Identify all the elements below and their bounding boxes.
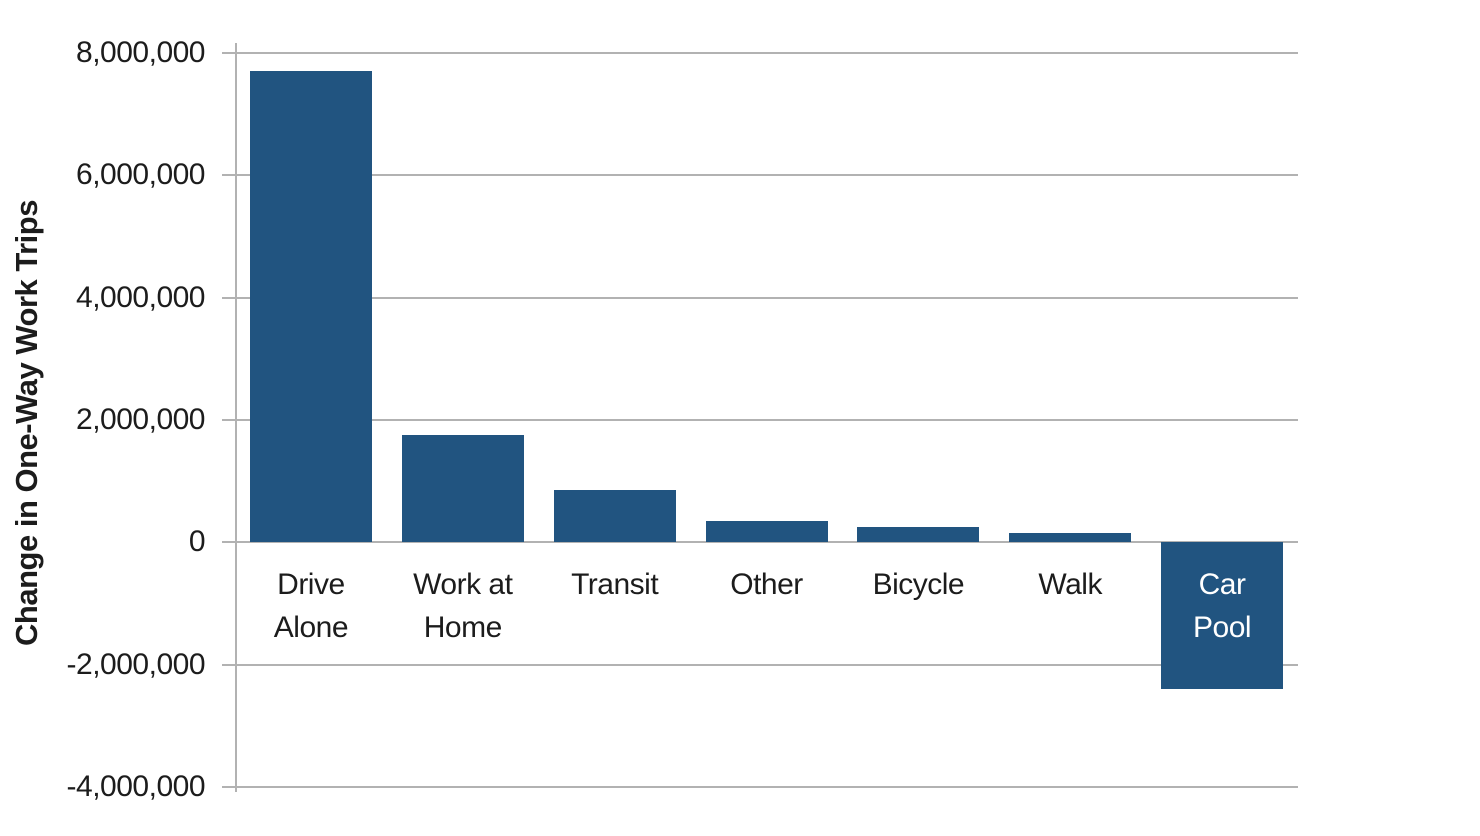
gridline: [235, 419, 1298, 421]
bar-other: [705, 520, 828, 543]
bar-work-at-home: [401, 435, 524, 543]
y-axis-tick: [222, 296, 235, 299]
x-category-label-transit: Transit: [571, 568, 659, 602]
gridline: [235, 663, 1298, 666]
gridline: [235, 174, 1298, 177]
y-tick-label: 6,000,000: [76, 158, 205, 192]
y-axis-title: Change in One-Way Work Trips: [9, 200, 44, 646]
x-category-label-car-pool: Car Pool: [1193, 568, 1252, 645]
bar-transit: [553, 490, 676, 543]
y-tick-label: -2,000,000: [66, 647, 206, 681]
y-tick-label: -4,000,000: [66, 770, 206, 803]
bar-walk: [1009, 533, 1132, 543]
x-category-label-other: Other: [730, 568, 803, 602]
x-category-label-work-at-home: Work at Home: [413, 568, 513, 645]
y-axis-tick: [222, 786, 235, 788]
bar-car-pool: [1161, 542, 1284, 690]
gridline: [235, 786, 1298, 788]
y-tick-label: 4,000,000: [76, 280, 205, 314]
gridline: [235, 541, 1298, 544]
y-axis-tick: [222, 541, 235, 544]
y-axis-tick: [222, 419, 235, 421]
gridline: [235, 52, 1298, 54]
bar-bicycle: [857, 527, 980, 543]
y-axis-tick: [222, 663, 235, 666]
y-tick-label: 0: [188, 525, 206, 559]
y-axis-tick: [222, 52, 235, 54]
y-axis-line: [235, 43, 237, 792]
x-category-label-walk: Walk: [1038, 568, 1102, 602]
y-tick-label: 8,000,000: [76, 36, 205, 69]
x-category-label-bicycle: Bicycle: [872, 568, 965, 602]
y-tick-label: 2,000,000: [76, 403, 205, 436]
bar-drive-alone: [249, 71, 372, 543]
y-axis-tick: [222, 174, 235, 177]
plot-area: 8,000,000 6,000,000 4,000,000 2,000,000 0 -2,…: [67, 36, 1298, 803]
gridline: [235, 296, 1298, 299]
x-category-label-drive-alone: Drive Alone: [273, 568, 349, 645]
